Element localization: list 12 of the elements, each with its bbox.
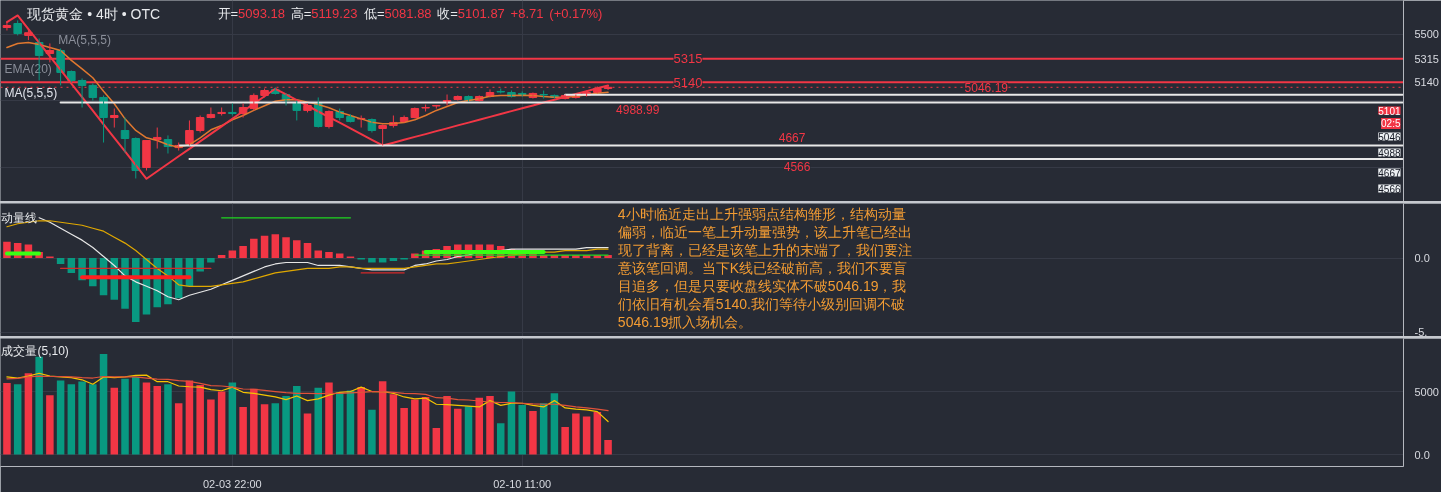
x-tick-label: 02-10 11:00 [493,477,552,490]
y-tick-label: 5000 [1414,385,1439,398]
y-tick-label: 0.0 [1414,448,1430,461]
y-tick-label: 5500 [1414,28,1439,41]
y-tick-label: 5315 [1414,52,1439,65]
text: 成交量(5,10) [1,344,69,359]
y-tick-label: 0.0 [1414,252,1430,265]
x-tick-label: 02-03 22:00 [203,477,262,490]
text: 动量线 [1,210,38,225]
annotation: 4小时临近走出上升强弱点结构雏形，结构动量偏弱，临近一笔上升动量强势，该上升笔已经出现了背离，已经是该笔上升的末端了，我们要注意该笔回调。当下K线已经破前高，我们不要盲目追多，但是只要收盘线实体不破5046.19，我们依旧有机会看5140.我们等待小级别回调不破5046.19抓入场机会。 [616,205,912,330]
y-tick-label: 5140 [1414,76,1439,89]
y-tick-label: -5. [1414,326,1428,339]
